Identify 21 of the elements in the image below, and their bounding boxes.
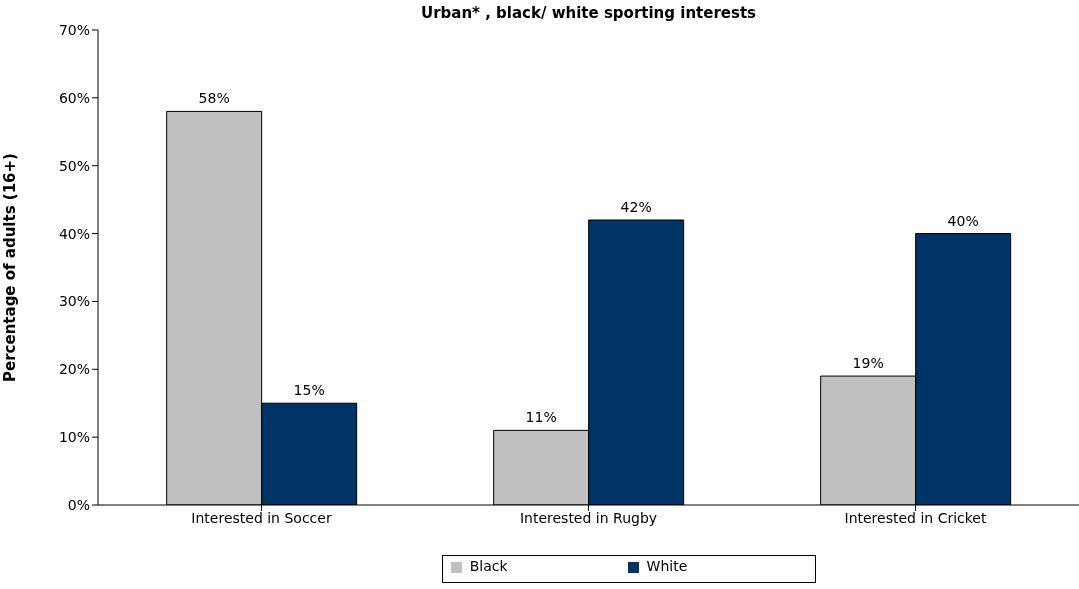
y-tick-label: 10%	[58, 429, 90, 446]
y-tick-label: 60%	[58, 89, 90, 106]
data-label: 15%	[293, 382, 325, 399]
y-tick-label: 70%	[58, 21, 90, 38]
data-label: 19%	[852, 355, 884, 372]
data-label: 11%	[525, 409, 557, 426]
x-tick-label: Interested in Soccer	[191, 509, 332, 526]
data-label: 40%	[947, 212, 979, 229]
x-tick-label: Interested in Cricket	[844, 509, 987, 526]
y-axis-title: Percentage of adults (16+)	[1, 153, 20, 382]
y-tick-label: 0%	[67, 496, 90, 513]
chart-title: Urban* , black/ white sporting interests	[420, 4, 757, 22]
legend-label: White	[646, 558, 688, 574]
y-tick-label: 40%	[58, 225, 90, 242]
x-tick-label: Interested in Rugby	[519, 509, 658, 526]
data-label: 42%	[620, 199, 652, 215]
legend-label: Black	[469, 558, 508, 574]
data-label: 58%	[198, 90, 230, 107]
y-tick-label: 20%	[58, 361, 90, 378]
y-tick-label: 30%	[58, 293, 90, 310]
y-tick-label: 50%	[58, 157, 90, 174]
